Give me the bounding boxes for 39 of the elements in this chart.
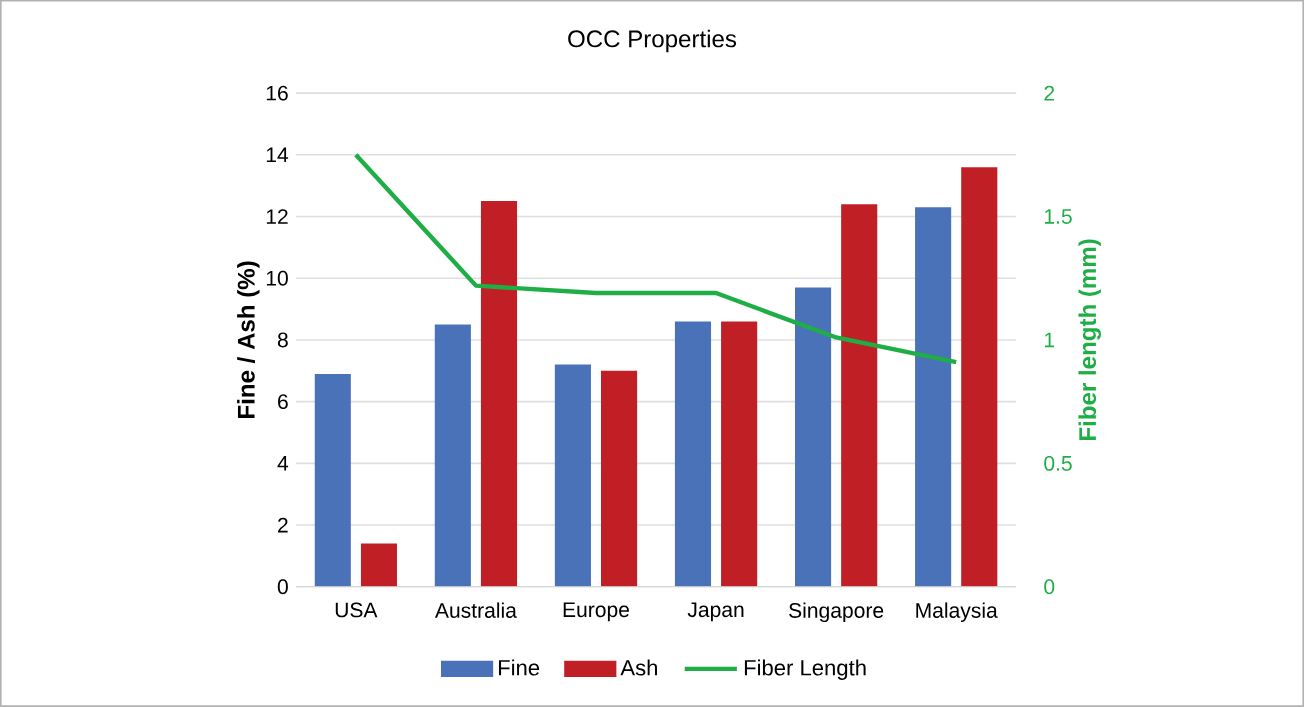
y2-tick-label: 1.5 bbox=[1045, 209, 1072, 224]
legend-label: Fiber Length bbox=[744, 659, 866, 680]
y-tick-label: 16 bbox=[266, 85, 288, 101]
x-tick-label: Singapore bbox=[789, 602, 884, 623]
bar bbox=[794, 287, 832, 587]
x-tick-label: Europe bbox=[563, 602, 629, 622]
bar bbox=[314, 373, 351, 587]
y-tick-label: 4 bbox=[277, 456, 289, 471]
y-tick-label: 2 bbox=[278, 517, 288, 533]
x-tick-label: Australia bbox=[434, 602, 517, 618]
bar bbox=[961, 167, 998, 587]
bar bbox=[360, 543, 397, 587]
y-tick-label: 0 bbox=[277, 579, 288, 595]
y-tick-label: 6 bbox=[278, 394, 288, 410]
bar bbox=[434, 324, 471, 587]
legend-label: Ash bbox=[620, 659, 657, 676]
bar bbox=[721, 321, 758, 587]
legend-label: Fine bbox=[498, 659, 540, 676]
y-tick-label: 14 bbox=[266, 147, 289, 163]
bar bbox=[480, 201, 518, 587]
y-tick-label: 10 bbox=[266, 270, 288, 286]
y-axis-title: Fine / Ash (%) bbox=[237, 261, 260, 418]
line-series bbox=[353, 152, 959, 365]
y2-tick-label: 0 bbox=[1044, 579, 1055, 595]
y2-axis-title: Fiber length (mm) bbox=[1078, 239, 1101, 441]
bar bbox=[674, 321, 712, 587]
bar bbox=[554, 364, 591, 587]
y-tick-label: 12 bbox=[266, 209, 288, 224]
x-tick-label: USA bbox=[335, 602, 378, 618]
y2-tick-label: 1 bbox=[1045, 332, 1055, 348]
y2-tick-label: 0.5 bbox=[1044, 455, 1072, 471]
y-tick-label: 8 bbox=[277, 332, 288, 348]
bar bbox=[915, 207, 952, 587]
x-tick-label: Japan bbox=[687, 602, 744, 622]
chart-title: OCC Properties bbox=[568, 29, 737, 53]
x-tick-label: Malaysia bbox=[916, 602, 998, 623]
y2-tick-label: 2 bbox=[1044, 85, 1055, 101]
bar bbox=[601, 370, 638, 587]
bar bbox=[841, 204, 878, 587]
